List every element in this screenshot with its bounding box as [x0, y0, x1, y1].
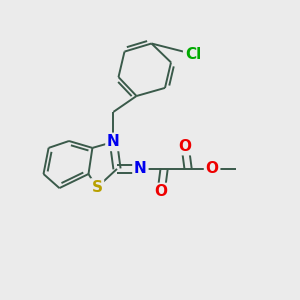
Text: N: N — [134, 161, 147, 176]
Text: O: O — [178, 139, 192, 154]
Text: O: O — [154, 184, 168, 200]
Text: S: S — [92, 180, 102, 195]
Text: Cl: Cl — [185, 46, 201, 62]
Text: N: N — [107, 134, 120, 149]
Text: O: O — [206, 161, 219, 176]
